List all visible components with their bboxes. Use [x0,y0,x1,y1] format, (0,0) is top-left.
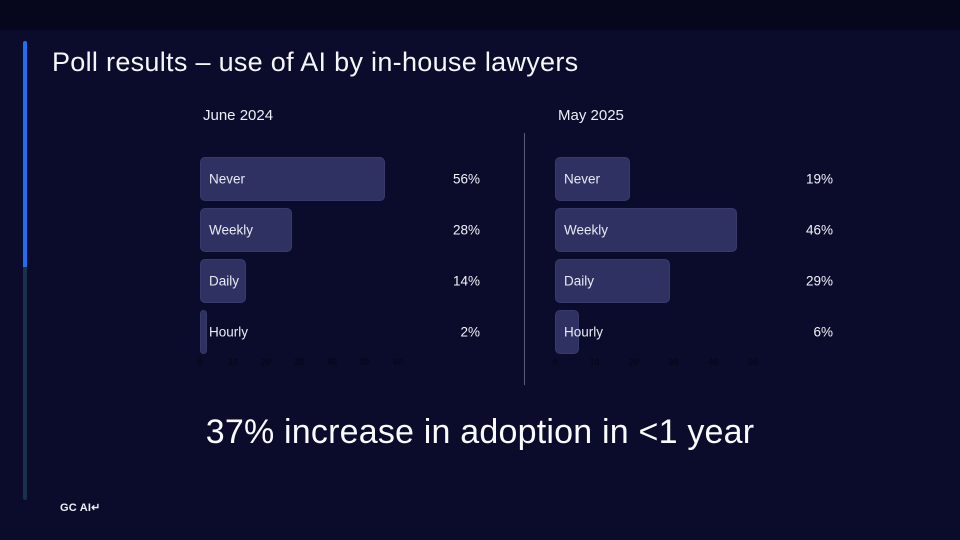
headline: 37% increase in adoption in <1 year [205,413,755,451]
x-axis: 0 10 20 30 40 50 60 [197,357,480,369]
charts-divider [524,133,525,385]
bar-value: 29% [805,273,833,289]
bar [555,208,737,252]
axis-tick-label: 30 [293,357,305,367]
bar-label: Weekly [564,222,609,238]
bar [200,208,293,252]
axis-tick-label: 40 [326,357,338,367]
bar-value: 14% [452,273,480,289]
bar-label: Daily [209,273,240,289]
axis-tick-label: 0 [197,357,203,367]
axis-tick-label: 10 [227,357,239,367]
bar-row: Hourly 2% [200,310,480,354]
x-axis: 0 10 20 30 40 50 [552,357,833,369]
chart-title: June 2024 [203,107,274,124]
bar-label: Weekly [209,222,254,238]
axis-tick-label: 10 [589,357,600,367]
bar-row: Daily 29% [555,259,833,303]
bar [555,259,670,303]
bar [200,310,207,354]
bar-label: Daily [564,273,595,289]
bar-rows: Never 56% Weekly 28% Daily 14% Hourly 2% [200,157,480,361]
bar-label: Never [209,171,246,187]
top-band [0,0,960,30]
bar [555,157,631,201]
slide-title: Poll results – use of AI by in-house law… [52,47,579,77]
axis-tick-label: 50 [747,357,758,367]
accent-bar-dim-segment [23,267,27,500]
bar-value: 6% [813,324,833,340]
accent-bar-bright-segment [23,41,27,267]
axis-tick-label: 0 [552,357,558,367]
bar-row: Never 19% [555,157,833,201]
chart-title: May 2025 [558,107,624,124]
bar-value: 2% [460,324,480,340]
axis-tick-label: 20 [260,357,272,367]
bar-value: 28% [452,222,480,238]
accent-bar [23,41,27,500]
axis-tick-label: 60 [392,357,404,367]
gc-ai-logo: GC AI↵ [60,502,101,514]
bar [200,157,385,201]
axis-tick-label: 50 [359,357,371,367]
axis-tick-label: 30 [668,357,679,367]
bar-row: Weekly 28% [200,208,480,252]
bar-row: Hourly 6% [555,310,833,354]
bar-label: Never [564,171,601,187]
bar [200,259,247,303]
bar-label: Hourly [209,324,249,340]
axis-tick-label: 40 [707,357,719,367]
bar-row: Daily 14% [200,259,480,303]
bar-value: 56% [452,171,480,187]
bar-row: Never 56% [200,157,480,201]
bar-label: Hourly [564,324,604,340]
bar [555,310,579,354]
axis-tick-label: 20 [628,357,640,367]
bar-value: 46% [805,222,833,238]
bar-row: Weekly 46% [555,208,833,252]
bar-value: 19% [805,171,833,187]
bar-rows: Never 19% Weekly 46% Daily 29% Hourly 6% [555,157,833,361]
